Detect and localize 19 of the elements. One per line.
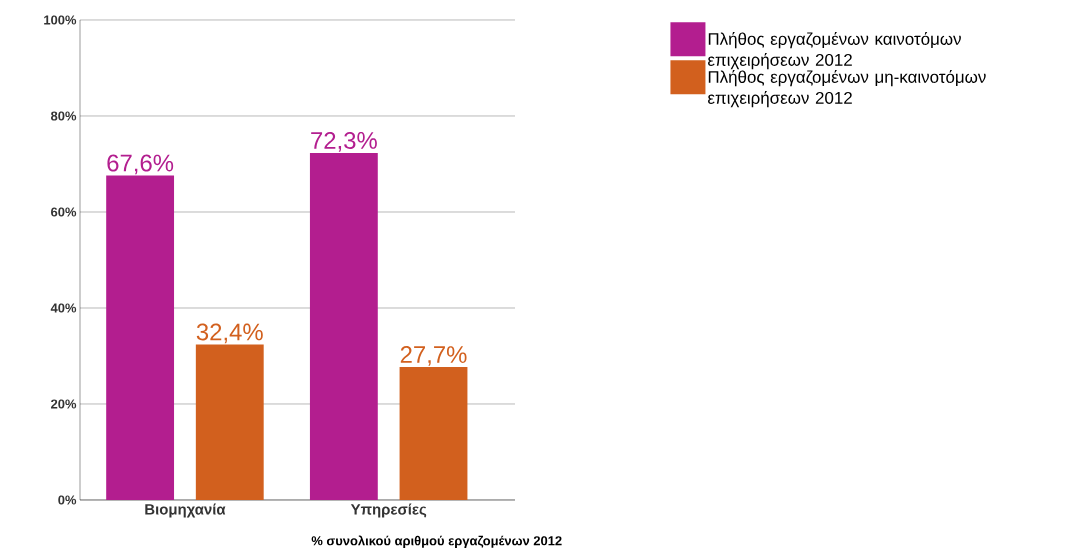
- y-tick-label: 80%: [50, 111, 77, 121]
- x-tick-label: Υπηρεσίες: [350, 503, 427, 518]
- y-tick-label: 40%: [50, 303, 77, 313]
- bar: [106, 175, 175, 500]
- data-label: 67,6%: [107, 154, 174, 175]
- legend-label: Πλήθος εργαζομένων μη-καινοτόμων επιχειρήσεων 2012: [708, 70, 986, 108]
- y-tick-label: 60%: [51, 207, 77, 217]
- x-axis-title: % συνολικού αριθμού εργαζομένων 2012: [311, 535, 562, 548]
- y-tick-label: 20%: [51, 399, 77, 409]
- legend-label: Πλήθος εργαζομένων καινοτόμων επιχειρήσεων 2012: [708, 32, 961, 70]
- data-label: 32,4%: [196, 323, 263, 344]
- data-label: 72,3%: [311, 132, 377, 152]
- y-tick-label: 100%: [44, 15, 77, 25]
- x-tick-label: Βιομηχανία: [145, 503, 226, 518]
- bar: [195, 344, 264, 500]
- bar: [309, 152, 378, 500]
- y-tick-label: 0%: [58, 495, 77, 505]
- data-label: 27,7%: [400, 346, 467, 366]
- bar: [399, 367, 468, 500]
